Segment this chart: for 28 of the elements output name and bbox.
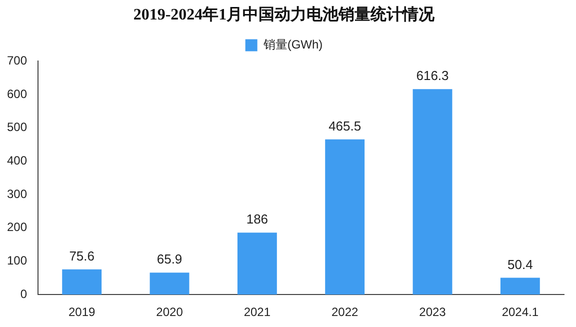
data-label: 75.6	[69, 248, 95, 264]
data-label: 465.5	[328, 118, 362, 134]
y-tick-label: 200	[6, 220, 28, 234]
bar	[325, 139, 365, 295]
data-label: 65.9	[156, 252, 182, 267]
data-label: 186	[246, 212, 268, 227]
legend-label: 销量(GWh)	[262, 38, 323, 52]
y-tick-label: 500	[6, 120, 28, 134]
x-tick-label: 2024.1	[502, 305, 539, 320]
y-tick-label: 0	[20, 286, 28, 301]
y-tick-label: 400	[6, 154, 28, 168]
y-tick-label: 600	[6, 86, 28, 101]
x-tick-label: 2021	[244, 305, 271, 320]
bar	[62, 269, 102, 295]
x-tick-label: 2020	[156, 305, 184, 320]
bar	[237, 232, 277, 295]
x-tick-label: 2022	[331, 305, 359, 320]
y-tick-label: 100	[6, 254, 28, 268]
x-tick-label: 2023	[419, 305, 446, 320]
x-tick-label: 2019	[68, 305, 96, 320]
y-tick-label: 300	[6, 186, 28, 201]
bar	[500, 278, 540, 295]
bar	[150, 272, 190, 295]
y-tick-label: 700	[6, 54, 28, 68]
data-label: 50.4	[508, 256, 533, 272]
data-label: 616.3	[416, 68, 449, 84]
bar	[412, 89, 452, 295]
chart-title: 2019-2024年1月中国动力电池销量统计情况	[133, 6, 436, 24]
